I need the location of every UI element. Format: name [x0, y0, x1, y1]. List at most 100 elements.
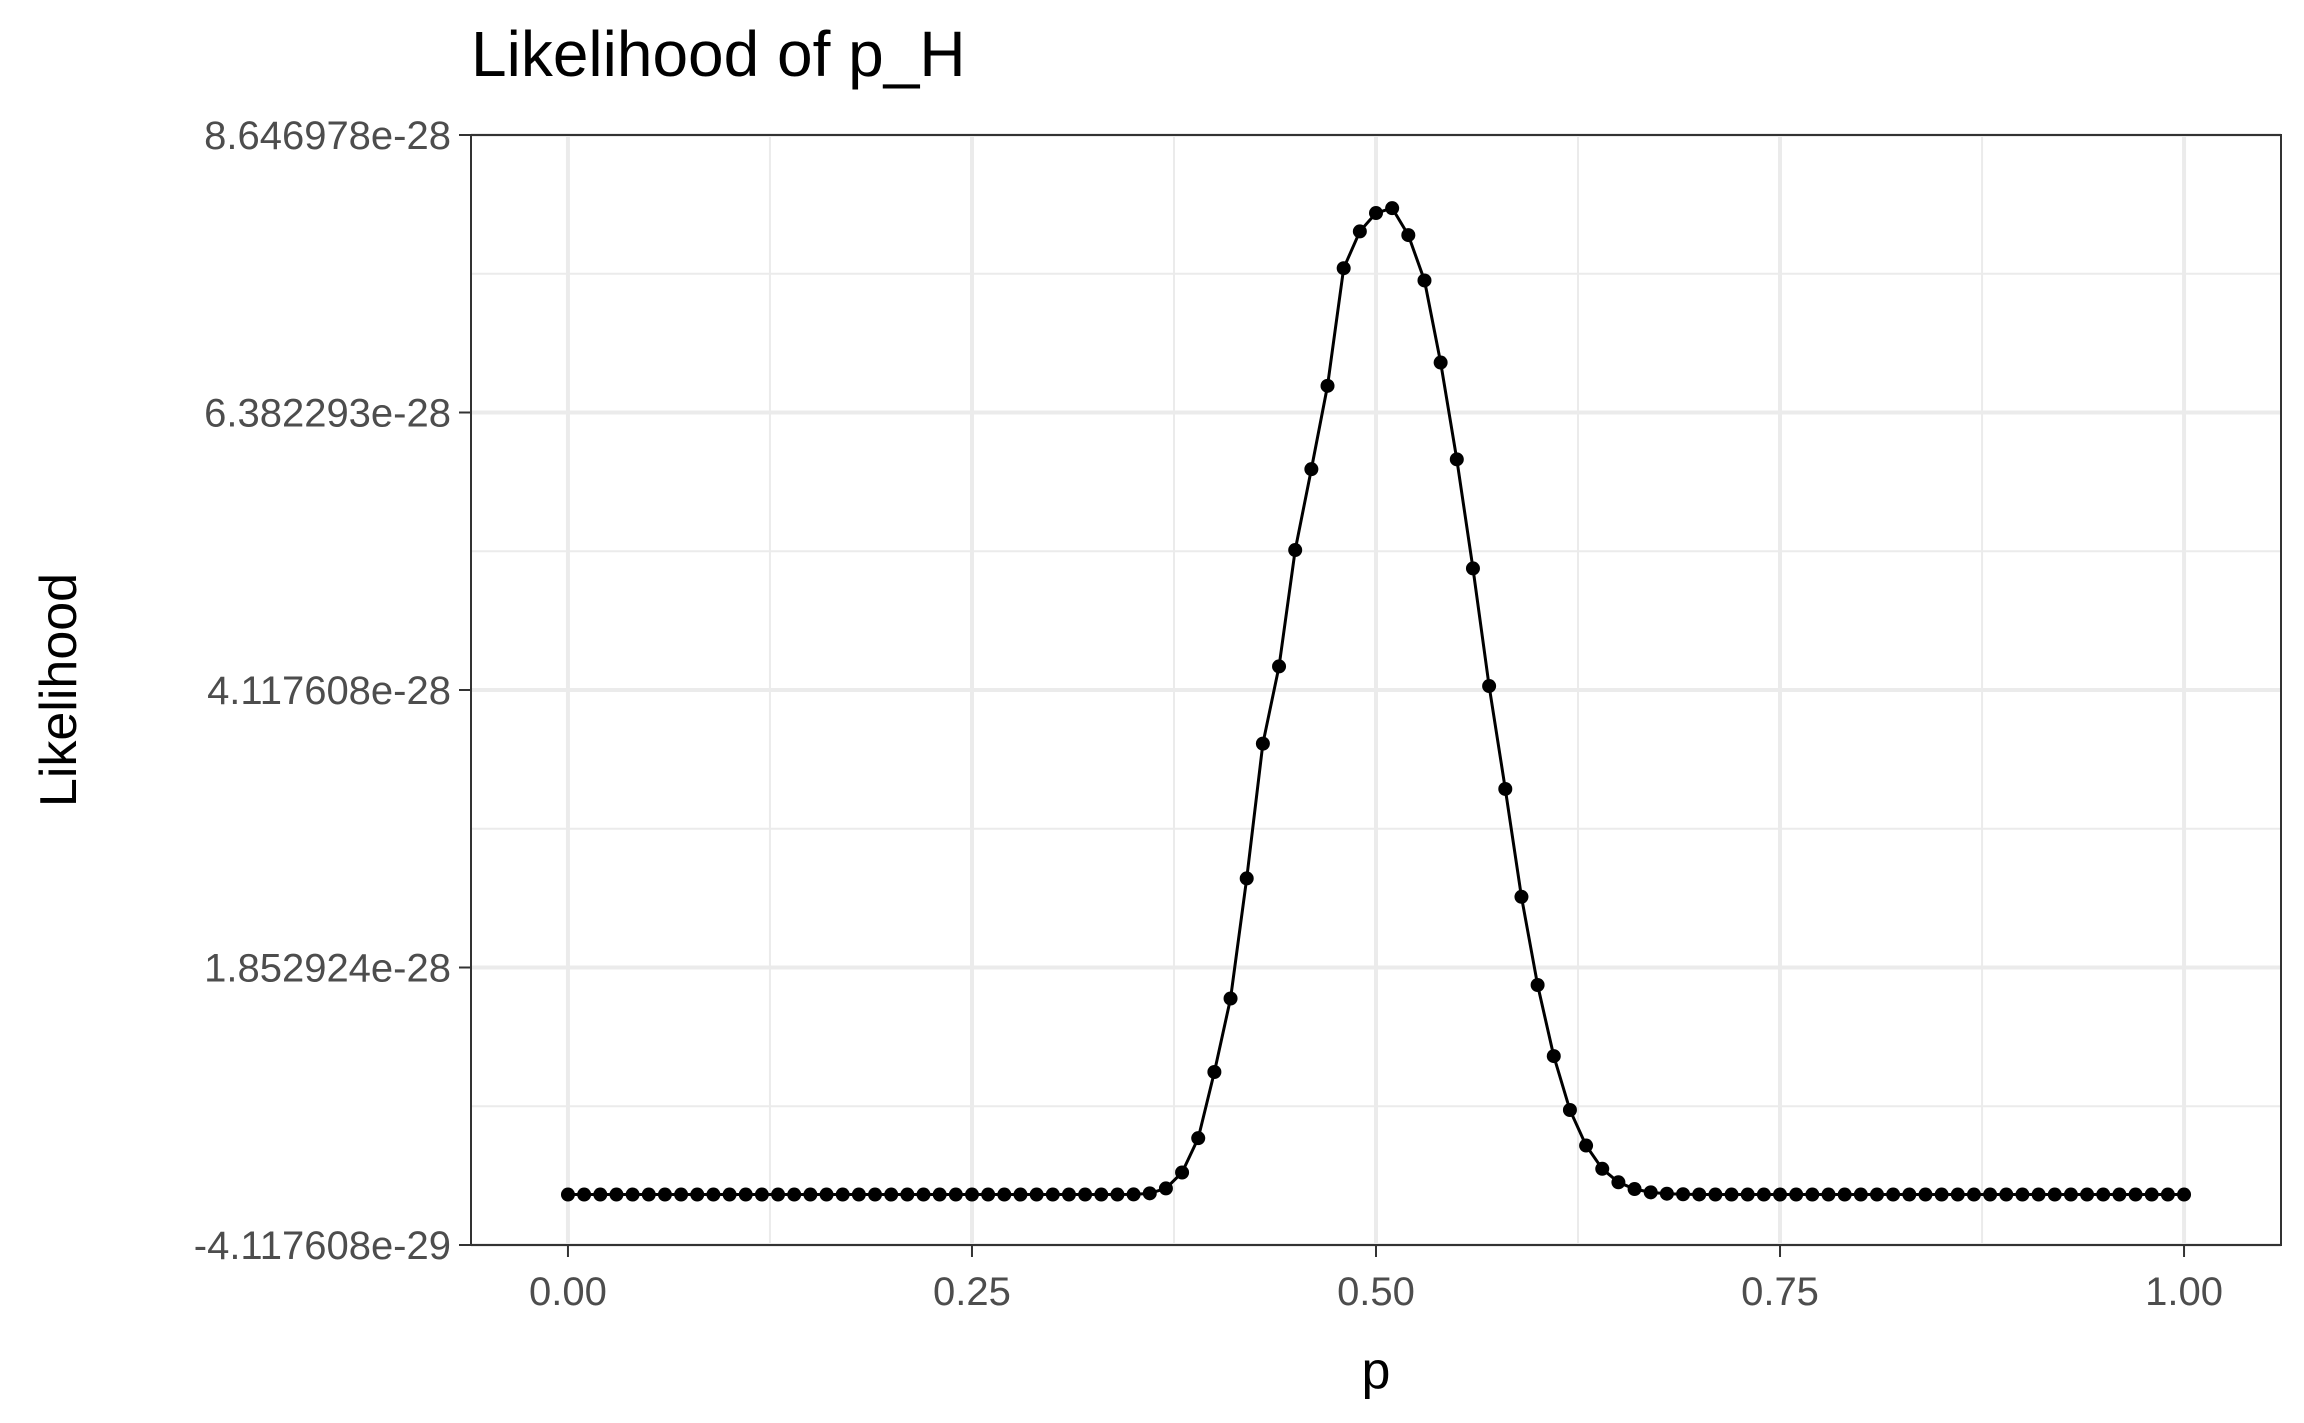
data-point — [1546, 1049, 1561, 1064]
data-point — [1886, 1187, 1901, 1202]
y-tick-label: 1.852924e-28 — [204, 947, 451, 991]
data-point — [1708, 1187, 1723, 1202]
data-point — [722, 1187, 737, 1202]
data-point — [1756, 1187, 1771, 1202]
x-axis: 0.00 0.25 0.50 0.75 1.00 — [529, 1245, 2223, 1314]
x-tick-label: 0.75 — [1741, 1270, 1819, 1314]
data-point — [1837, 1187, 1852, 1202]
data-point — [948, 1187, 963, 1202]
data-point — [1029, 1187, 1044, 1202]
data-point — [1207, 1065, 1222, 1080]
data-point — [1530, 978, 1545, 993]
data-point — [1094, 1187, 1109, 1202]
data-point — [1676, 1187, 1691, 1202]
data-point — [1465, 561, 1480, 576]
y-tick-label: 8.646978e-28 — [204, 114, 451, 158]
data-point — [900, 1187, 915, 1202]
data-point — [1902, 1187, 1917, 1202]
data-point — [754, 1187, 769, 1202]
series-points — [560, 201, 2192, 1202]
data-point — [2080, 1187, 2095, 1202]
data-point — [1110, 1187, 1125, 1202]
x-tick-label: 0.00 — [529, 1270, 607, 1314]
data-point — [1417, 273, 1432, 288]
data-point — [738, 1187, 753, 1202]
data-point — [641, 1187, 656, 1202]
data-point — [771, 1187, 786, 1202]
data-point — [593, 1187, 608, 1202]
data-point — [1061, 1187, 1076, 1202]
data-point — [1369, 206, 1383, 221]
data-point — [1336, 261, 1351, 276]
x-tick-label: 1.00 — [2145, 1270, 2223, 1314]
data-point — [609, 1187, 624, 1202]
data-point — [1740, 1187, 1755, 1202]
data-point — [1627, 1182, 1642, 1197]
data-point — [1692, 1187, 1707, 1202]
chart-title: Likelihood of p_H — [471, 18, 966, 90]
data-point — [2096, 1187, 2111, 1202]
data-point — [1013, 1187, 1028, 1202]
x-axis-title: p — [1362, 1342, 1391, 1400]
data-point — [1482, 679, 1497, 694]
data-point — [884, 1187, 899, 1202]
series-layer — [560, 201, 2192, 1202]
data-point — [1918, 1187, 1933, 1202]
data-point — [690, 1187, 705, 1202]
data-point — [1288, 543, 1303, 558]
data-point — [1579, 1138, 1594, 1153]
data-point — [1934, 1187, 1949, 1202]
data-point — [2128, 1187, 2143, 1202]
data-point — [2112, 1187, 2127, 1202]
data-point — [1966, 1187, 1981, 1202]
data-point — [1724, 1187, 1739, 1202]
data-point — [851, 1187, 866, 1202]
data-point — [1433, 355, 1448, 370]
data-point — [1853, 1187, 1868, 1202]
x-tick-label: 0.25 — [933, 1270, 1011, 1314]
data-point — [1449, 452, 1464, 467]
data-point — [1643, 1185, 1658, 1200]
data-point — [787, 1187, 802, 1202]
data-point — [2015, 1187, 2030, 1202]
data-point — [1223, 991, 1238, 1006]
data-point — [1385, 201, 1400, 216]
data-point — [1514, 889, 1529, 904]
data-point — [1498, 781, 1513, 796]
x-tick-label: 0.50 — [1337, 1270, 1415, 1314]
data-point — [2144, 1187, 2159, 1202]
data-point — [674, 1187, 689, 1202]
data-point — [1869, 1187, 1884, 1202]
data-point — [1255, 736, 1270, 751]
y-tick-label: 4.117608e-28 — [207, 669, 451, 713]
data-point — [803, 1187, 818, 1202]
y-tick-label: -4.117608e-29 — [194, 1224, 451, 1268]
y-axis-title: Likelihood — [30, 573, 88, 807]
data-point — [657, 1187, 672, 1202]
data-point — [1320, 378, 1335, 393]
data-point — [1239, 871, 1254, 886]
data-point — [819, 1187, 834, 1202]
data-point — [1272, 659, 1287, 674]
data-point — [1789, 1187, 1804, 1202]
data-point — [2047, 1187, 2062, 1202]
data-point — [1078, 1187, 1093, 1202]
data-point — [1126, 1187, 1141, 1202]
data-point — [1805, 1187, 1820, 1202]
data-point — [1659, 1186, 1674, 1201]
data-point — [1950, 1187, 1965, 1202]
data-point — [1983, 1187, 1998, 1202]
data-point — [1401, 228, 1416, 243]
data-point — [560, 1187, 575, 1202]
data-point — [1191, 1131, 1206, 1146]
y-tick-label: 6.382293e-28 — [204, 392, 451, 436]
data-point — [1304, 462, 1319, 477]
data-point — [1158, 1181, 1173, 1196]
data-point — [706, 1187, 721, 1202]
data-point — [1773, 1187, 1788, 1202]
data-point — [1595, 1161, 1610, 1176]
data-point — [2177, 1187, 2192, 1202]
data-point — [1045, 1187, 1060, 1202]
data-point — [1562, 1103, 1577, 1117]
